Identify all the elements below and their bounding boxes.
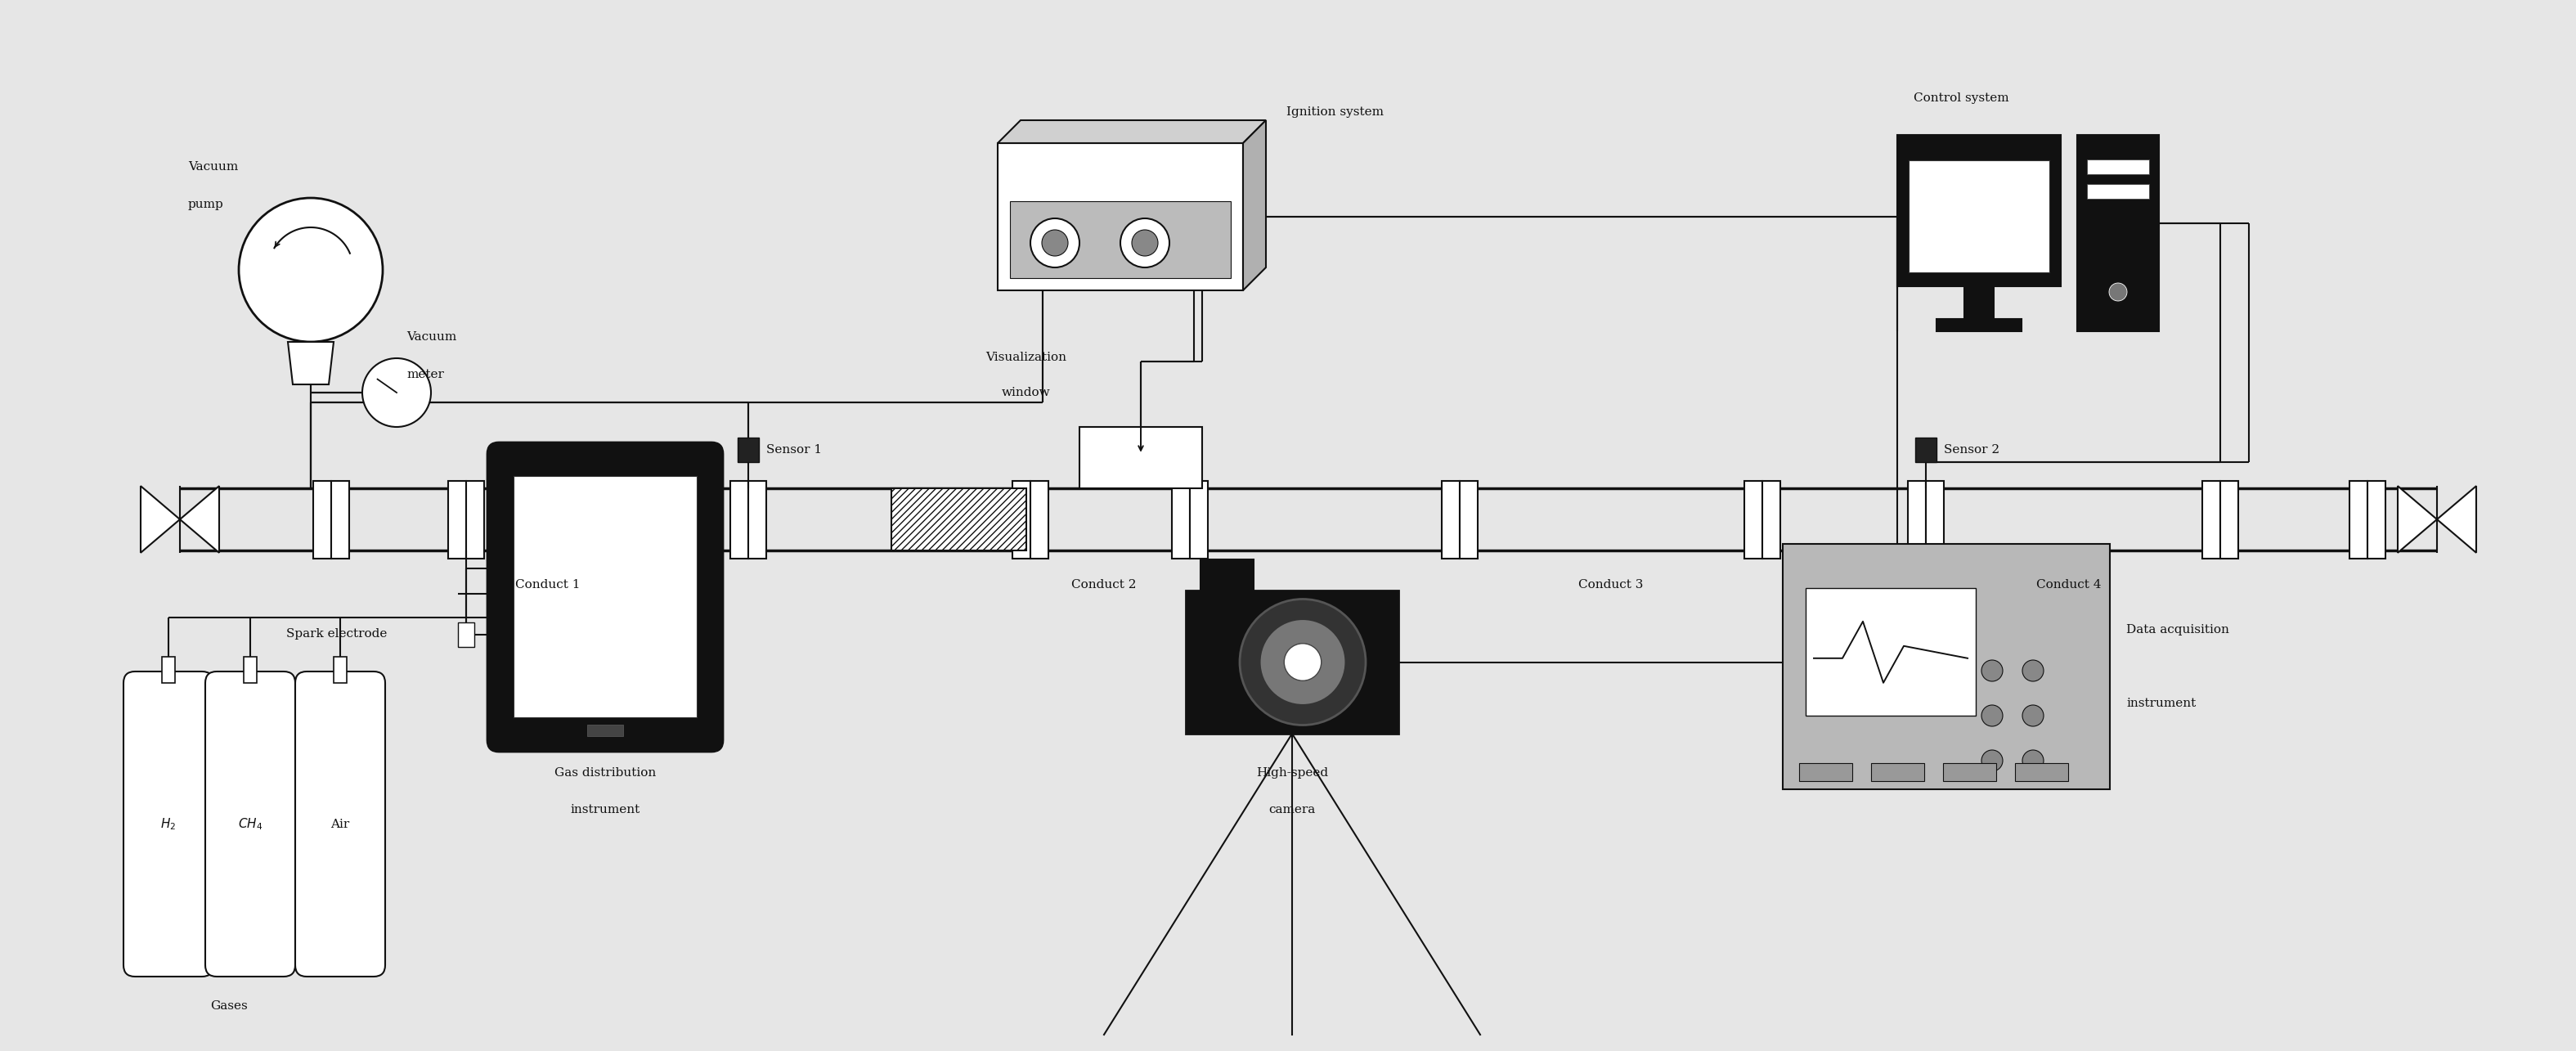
- Circle shape: [1981, 750, 2002, 771]
- Text: Data acquisition: Data acquisition: [2125, 624, 2228, 636]
- Circle shape: [2022, 750, 2043, 771]
- Bar: [2221, 480, 2239, 558]
- Polygon shape: [289, 342, 335, 385]
- Text: High-speed: High-speed: [1257, 767, 1329, 779]
- Text: instrument: instrument: [2125, 698, 2195, 709]
- Bar: [1899, 135, 2061, 286]
- Bar: [1806, 589, 1976, 716]
- FancyBboxPatch shape: [296, 672, 386, 976]
- Text: Sensor 2: Sensor 2: [1945, 445, 1999, 455]
- Polygon shape: [2437, 486, 2476, 553]
- Bar: [314, 480, 332, 558]
- Bar: [1965, 284, 1994, 322]
- Text: Spark electrode: Spark electrode: [286, 628, 386, 640]
- Bar: [1012, 480, 1030, 558]
- Bar: [2202, 480, 2221, 558]
- Bar: [1172, 480, 1190, 558]
- Bar: [1461, 480, 1479, 558]
- Circle shape: [1239, 599, 1365, 725]
- Polygon shape: [1244, 120, 1265, 290]
- Bar: [2014, 763, 2069, 781]
- Circle shape: [363, 358, 430, 427]
- Bar: [737, 437, 760, 462]
- Polygon shape: [2398, 486, 2437, 553]
- Text: Conduct 2: Conduct 2: [1072, 579, 1136, 591]
- Text: Conduct 1: Conduct 1: [515, 579, 580, 591]
- Circle shape: [1041, 230, 1069, 256]
- Text: pump: pump: [188, 199, 224, 210]
- Bar: [459, 622, 474, 647]
- Text: Ignition system: Ignition system: [1285, 106, 1383, 118]
- Circle shape: [2022, 705, 2043, 726]
- Text: Sensor 1: Sensor 1: [765, 445, 822, 455]
- Circle shape: [2022, 660, 2043, 681]
- Polygon shape: [180, 486, 219, 553]
- Bar: [1744, 480, 1762, 558]
- Bar: [2076, 135, 2159, 331]
- Bar: [997, 143, 1244, 290]
- Bar: [1185, 591, 1399, 734]
- Bar: [332, 480, 350, 558]
- Bar: [1909, 480, 1927, 558]
- Bar: [1762, 480, 1780, 558]
- Text: camera: camera: [1267, 804, 1316, 816]
- Text: $H_2$: $H_2$: [160, 817, 175, 831]
- Bar: [2349, 480, 2367, 558]
- Bar: [1798, 763, 1852, 781]
- Bar: [1909, 161, 2050, 272]
- Text: Vacuum: Vacuum: [188, 161, 237, 172]
- Bar: [747, 480, 765, 558]
- Bar: [1079, 427, 1203, 489]
- Bar: [1443, 480, 1461, 558]
- Text: meter: meter: [407, 369, 443, 380]
- Text: $CH_4$: $CH_4$: [237, 817, 263, 831]
- FancyBboxPatch shape: [124, 672, 214, 976]
- Bar: [448, 480, 466, 558]
- Polygon shape: [997, 120, 1265, 143]
- Circle shape: [2110, 283, 2128, 301]
- Bar: [2087, 160, 2148, 174]
- Bar: [513, 476, 696, 717]
- Circle shape: [1981, 660, 2002, 681]
- Bar: [1190, 480, 1208, 558]
- Text: Conduct 3: Conduct 3: [1579, 579, 1643, 591]
- Text: window: window: [1002, 387, 1051, 398]
- Bar: [1200, 559, 1255, 591]
- Bar: [1010, 202, 1231, 279]
- Polygon shape: [142, 486, 180, 553]
- Bar: [1927, 480, 1945, 558]
- Circle shape: [1030, 219, 1079, 267]
- Text: Gases: Gases: [211, 1001, 247, 1012]
- FancyBboxPatch shape: [487, 442, 724, 751]
- Text: Vacuum: Vacuum: [407, 331, 456, 343]
- Circle shape: [240, 198, 384, 342]
- Bar: [729, 480, 747, 558]
- Bar: [466, 480, 484, 558]
- Text: Visualization: Visualization: [987, 352, 1066, 364]
- Bar: [162, 657, 175, 683]
- Bar: [1914, 437, 1937, 462]
- Circle shape: [1283, 643, 1321, 681]
- Bar: [1783, 544, 2110, 789]
- Bar: [1937, 320, 2022, 331]
- Text: Gas distribution: Gas distribution: [554, 767, 657, 779]
- FancyBboxPatch shape: [206, 672, 296, 976]
- Text: Control system: Control system: [1914, 92, 2009, 104]
- Bar: [587, 724, 623, 736]
- Circle shape: [1131, 230, 1159, 256]
- Bar: [2087, 184, 2148, 199]
- Bar: [891, 489, 1025, 551]
- Circle shape: [1121, 219, 1170, 267]
- Bar: [1030, 480, 1048, 558]
- Bar: [335, 657, 348, 683]
- Bar: [1870, 763, 1924, 781]
- Circle shape: [1981, 705, 2002, 726]
- Circle shape: [1260, 619, 1345, 705]
- Bar: [245, 657, 258, 683]
- Text: Conduct 4: Conduct 4: [2038, 579, 2102, 591]
- Bar: [1942, 763, 1996, 781]
- Text: instrument: instrument: [569, 804, 639, 816]
- Bar: [2367, 480, 2385, 558]
- Text: Air: Air: [330, 819, 350, 829]
